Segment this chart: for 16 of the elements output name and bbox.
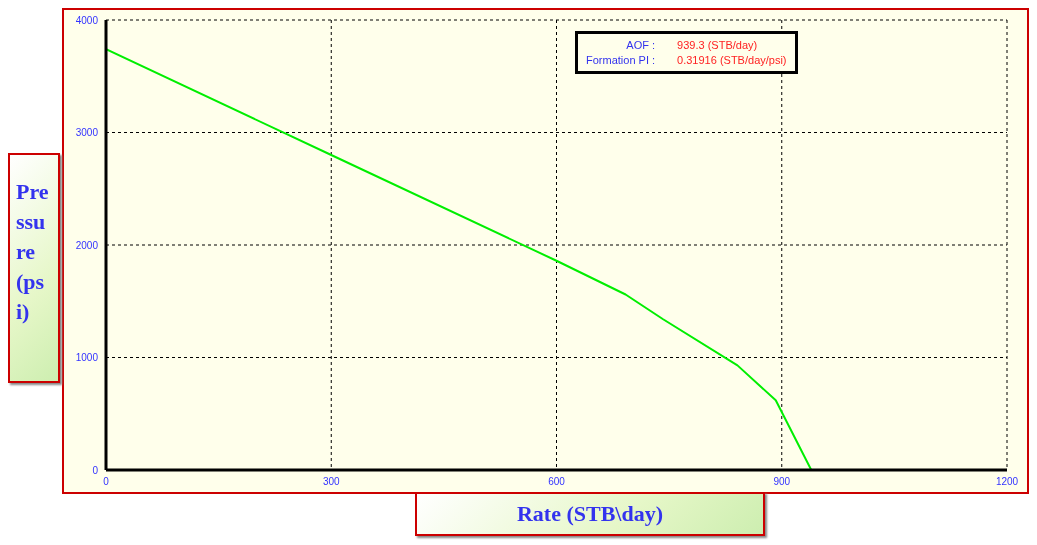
x-tick-label: 600 (548, 476, 566, 488)
y-tick-label: 2000 (75, 239, 99, 251)
y-tick-label: 3000 (75, 127, 99, 139)
annotation: AOF : (625, 39, 656, 51)
y-tick-label: 4000 (75, 14, 99, 26)
x-tick-label: 1200 (995, 476, 1019, 488)
x-axis-title: Rate (STB\day) (415, 492, 765, 536)
x-tick-label: 300 (322, 476, 341, 488)
x-tick-label: 900 (773, 476, 791, 488)
x-tick-label: 0 (103, 476, 110, 488)
annotation: 0.31916 (STB/day/psi) (677, 54, 787, 66)
y-tick-label: 0 (92, 464, 99, 476)
y-axis-title: Pressure (psi) (8, 153, 60, 383)
annotation: Formation PI : (586, 54, 656, 66)
annotation: 939.3 (STB/day) (677, 39, 759, 51)
y-tick-label: 1000 (75, 352, 99, 364)
